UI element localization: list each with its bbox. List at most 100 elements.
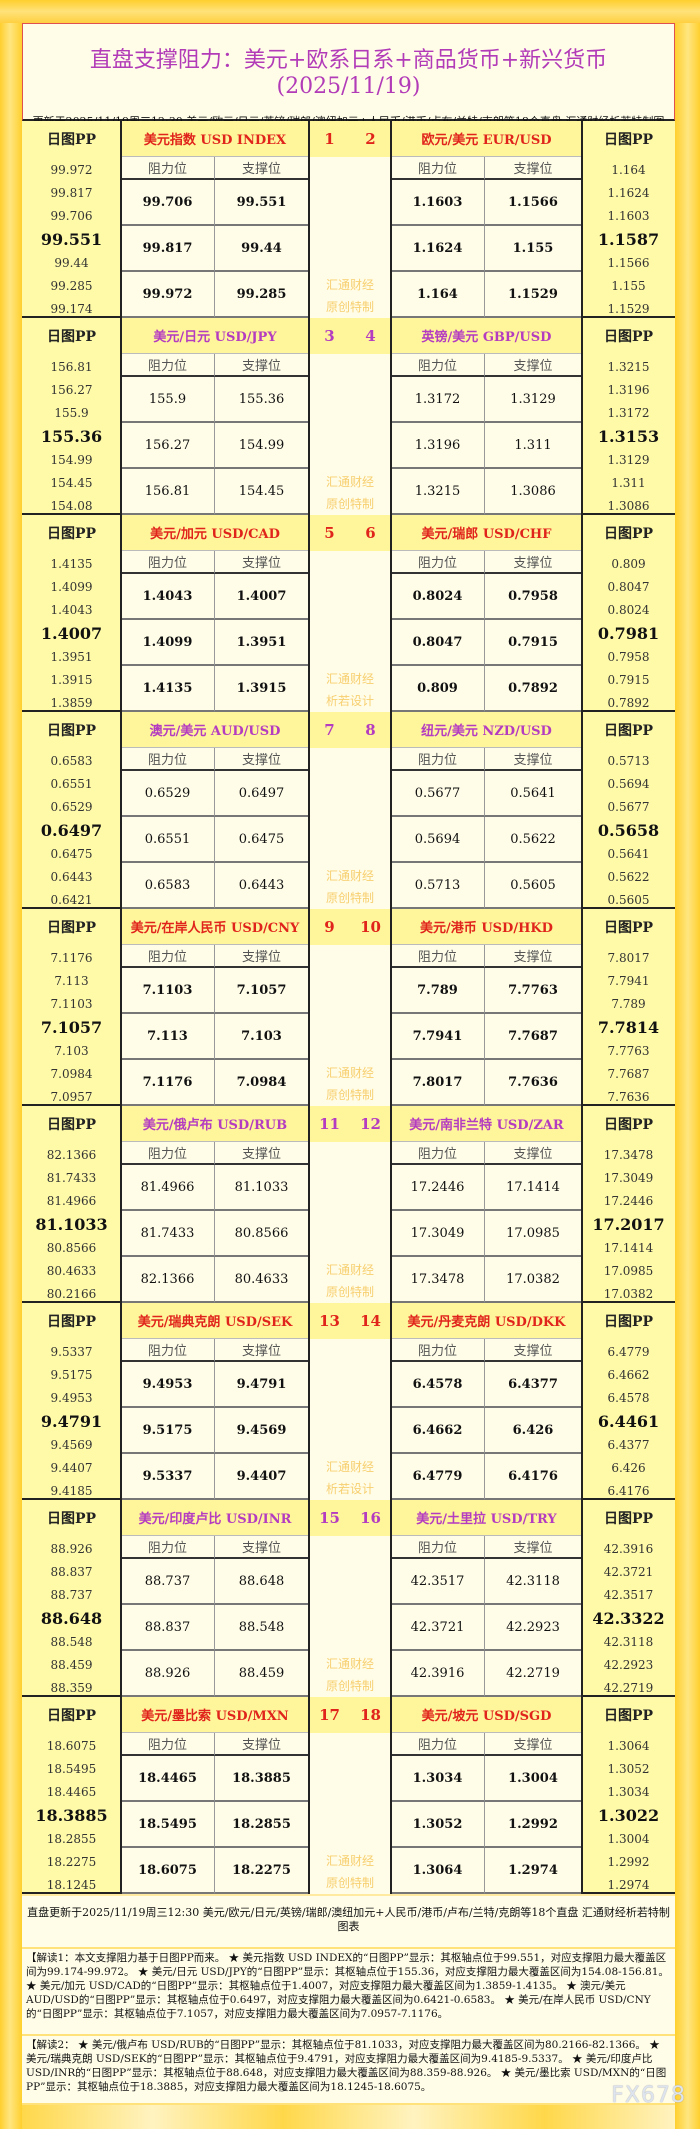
resistance-value: 18.6075 bbox=[121, 1848, 215, 1894]
pp-value: 1.3052 bbox=[607, 1761, 650, 1776]
support-header: 支撑位 bbox=[485, 551, 582, 574]
support-header: 支撑位 bbox=[215, 945, 309, 968]
pair-number: 12 bbox=[350, 1106, 391, 1142]
support-value: 1.3915 bbox=[215, 666, 309, 712]
resistance-value: 99.817 bbox=[121, 226, 215, 272]
resistance-value: 0.5694 bbox=[391, 817, 485, 863]
pp-header: 日图PP bbox=[603, 526, 654, 542]
resistance-value: 6.4779 bbox=[391, 1454, 485, 1500]
resistance-value: 7.1176 bbox=[121, 1060, 215, 1106]
support-value: 7.7636 bbox=[485, 1060, 582, 1106]
column-divider bbox=[581, 712, 583, 909]
pp-value: 17.0382 bbox=[603, 1287, 654, 1302]
resistance-header: 阻力位 bbox=[391, 157, 485, 180]
pp-header: 日图PP bbox=[603, 1117, 654, 1133]
resistance-value: 0.6529 bbox=[121, 771, 215, 817]
pp-value: 1.3034 bbox=[607, 1785, 650, 1800]
column-divider bbox=[308, 515, 310, 712]
pair-block: 日图PP 88.926 88.837 88.737 88.648 88.548 88.459… bbox=[22, 1500, 675, 1697]
pp-value: 1.155 bbox=[611, 279, 646, 293]
pp-value: 155.9 bbox=[54, 406, 89, 421]
support-value: 154.45 bbox=[215, 469, 309, 515]
pp-value: 7.103 bbox=[54, 1043, 89, 1058]
pp-value: 7.7941 bbox=[607, 973, 650, 988]
support-value: 0.5605 bbox=[485, 863, 582, 909]
column-divider bbox=[581, 1697, 583, 1894]
resistance-value: 1.3064 bbox=[391, 1848, 485, 1894]
column-divider bbox=[581, 121, 583, 318]
pivot-value: 17.2017 bbox=[592, 1214, 665, 1234]
pivot-value: 99.551 bbox=[40, 229, 103, 249]
pp-value: 154.45 bbox=[50, 476, 93, 490]
pp-value: 88.359 bbox=[50, 1681, 93, 1696]
pp-value: 0.5622 bbox=[607, 870, 650, 884]
pp-value: 7.7636 bbox=[607, 1090, 650, 1105]
support-value: 18.2855 bbox=[215, 1802, 309, 1848]
resistance-value: 17.3049 bbox=[391, 1211, 485, 1257]
pair-title: 美元/瑞郎 USD/CHF bbox=[391, 515, 582, 551]
column-divider bbox=[390, 1106, 392, 1303]
support-value: 18.2275 bbox=[215, 1848, 309, 1894]
support-header: 支撑位 bbox=[215, 1733, 309, 1756]
pair-title: 美元/俄卢布 USD/RUB bbox=[121, 1106, 309, 1142]
pp-value: 0.8047 bbox=[607, 579, 650, 594]
support-value: 17.1414 bbox=[485, 1165, 582, 1211]
resistance-value: 1.4043 bbox=[121, 574, 215, 620]
pair-number: 1 bbox=[309, 121, 350, 157]
pp-value: 0.5677 bbox=[607, 800, 650, 815]
pair-block: 日图PP 0.6583 0.6551 0.6529 0.6497 0.6475 0.6443… bbox=[22, 712, 675, 909]
resistance-value: 0.5677 bbox=[391, 771, 485, 817]
support-value: 0.6497 bbox=[215, 771, 309, 817]
pp-value: 9.4569 bbox=[50, 1437, 93, 1452]
pivot-value: 6.4461 bbox=[597, 1411, 660, 1431]
pp-value: 0.6421 bbox=[50, 893, 93, 908]
footer-update: 直盘更新于2025/11/19周三12:30 美元/欧元/日元/英镑/瑞郎/澳纽… bbox=[22, 1896, 675, 1949]
support-value: 81.1033 bbox=[215, 1165, 309, 1211]
watermark-text: 析若设计 bbox=[325, 1481, 374, 1496]
support-value: 1.3951 bbox=[215, 620, 309, 666]
resistance-value: 81.7433 bbox=[121, 1211, 215, 1257]
watermark-text: 原创特制 bbox=[325, 1875, 374, 1890]
support-header: 支撑位 bbox=[215, 354, 309, 377]
pp-value: 1.3915 bbox=[50, 673, 93, 687]
support-header: 支撑位 bbox=[485, 1142, 582, 1165]
resistance-value: 0.5713 bbox=[391, 863, 485, 909]
watermark-text: 汇通财经 bbox=[325, 1853, 374, 1868]
pp-header: 日图PP bbox=[603, 723, 654, 739]
pp-value: 80.4633 bbox=[46, 1264, 97, 1278]
column-divider bbox=[120, 121, 122, 318]
support-value: 17.0382 bbox=[485, 1257, 582, 1303]
support-value: 0.6475 bbox=[215, 817, 309, 863]
pivot-value: 9.4791 bbox=[40, 1411, 103, 1431]
resistance-value: 9.4953 bbox=[121, 1362, 215, 1408]
column-divider bbox=[120, 1106, 122, 1303]
column-divider bbox=[390, 909, 392, 1106]
pp-value: 0.6475 bbox=[50, 846, 93, 861]
pair-number: 8 bbox=[350, 712, 391, 748]
pp-value: 154.08 bbox=[50, 499, 93, 514]
column-divider bbox=[581, 1303, 583, 1500]
resistance-value: 0.809 bbox=[391, 666, 485, 712]
resistance-value: 155.9 bbox=[121, 377, 215, 423]
pivot-value: 7.1057 bbox=[40, 1017, 103, 1037]
resistance-value: 18.4465 bbox=[121, 1756, 215, 1802]
pp-header: 日图PP bbox=[46, 329, 97, 345]
pp-value: 88.926 bbox=[50, 1541, 93, 1556]
pp-value: 88.459 bbox=[50, 1658, 93, 1672]
pp-header: 日图PP bbox=[46, 132, 97, 148]
pp-header: 日图PP bbox=[603, 920, 654, 936]
watermark-text: 汇通财经 bbox=[325, 474, 374, 489]
resistance-header: 阻力位 bbox=[391, 354, 485, 377]
pp-header: 日图PP bbox=[46, 526, 97, 542]
pp-value: 1.164 bbox=[611, 162, 646, 177]
support-header: 支撑位 bbox=[485, 1536, 582, 1559]
support-value: 1.311 bbox=[485, 423, 582, 469]
note-2: 【解读2： ★ 美元/俄卢布 USD/RUB的“日图PP”显示：其枢轴点位于81… bbox=[22, 2036, 675, 2105]
pair-number: 18 bbox=[350, 1697, 391, 1733]
pp-value: 42.3118 bbox=[603, 1634, 654, 1649]
column-divider bbox=[581, 1106, 583, 1303]
pp-value: 80.8566 bbox=[46, 1240, 97, 1255]
pair-block: 日图PP 9.5337 9.5175 9.4953 9.4791 9.4569 9.4407… bbox=[22, 1303, 675, 1500]
pp-value: 7.1176 bbox=[50, 950, 93, 965]
pivot-value: 88.648 bbox=[40, 1608, 103, 1628]
